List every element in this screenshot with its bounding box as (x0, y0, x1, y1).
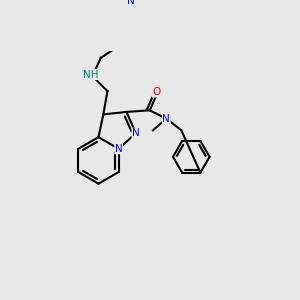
Text: N: N (163, 114, 170, 124)
Text: N: N (127, 0, 135, 6)
Text: N: N (132, 128, 140, 138)
Text: N: N (115, 144, 122, 154)
Text: O: O (152, 87, 160, 97)
Text: NH: NH (83, 70, 99, 80)
